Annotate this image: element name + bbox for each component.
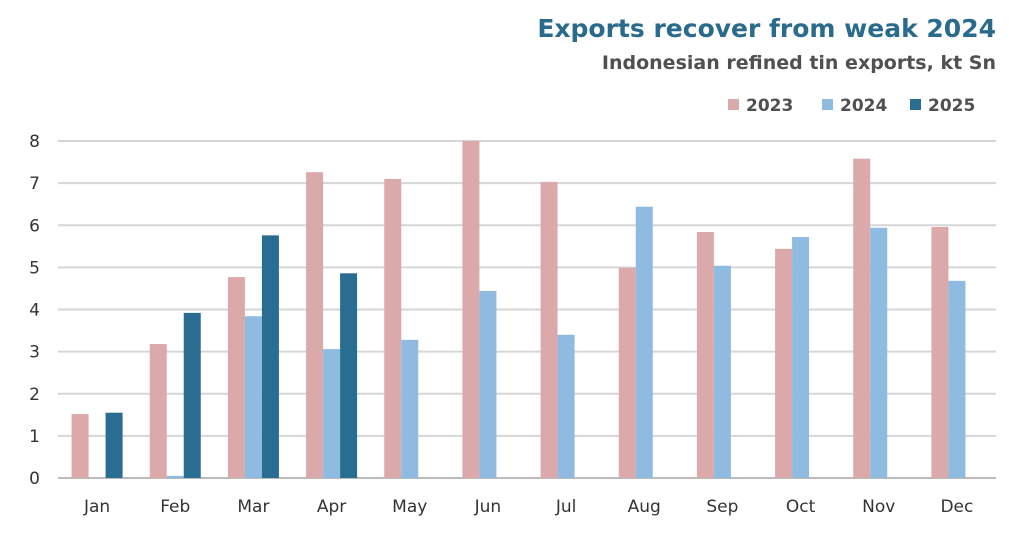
x-tick-label: Jan [83, 497, 110, 517]
legend-label-2025: 2025 [928, 96, 975, 116]
bar-2024-Mar [244, 316, 262, 478]
x-tick-label: Mar [237, 497, 269, 517]
bar-2024-Jun [479, 290, 497, 478]
bar-2024-Dec [948, 280, 966, 478]
bar-2023-Oct [775, 248, 793, 478]
x-tick-label: Apr [317, 497, 346, 517]
bar-2025-Feb [183, 312, 201, 478]
y-tick-label: 7 [29, 174, 40, 194]
bar-2023-Aug [618, 267, 636, 478]
bar-2023-Jun [462, 141, 480, 478]
legend-label-2023: 2023 [746, 96, 793, 116]
bar-2024-Nov [870, 227, 888, 478]
bar-2023-Jul [540, 181, 558, 478]
bar-2023-Dec [931, 226, 949, 478]
chart-title: Exports recover from weak 2024 [537, 14, 996, 43]
x-tick-label: Feb [160, 497, 190, 517]
legend-label-2024: 2024 [840, 96, 887, 116]
y-tick-label: 5 [29, 258, 40, 278]
bar-2023-Jan [71, 413, 89, 478]
bar-2024-Jul [557, 334, 575, 478]
y-tick-label: 0 [29, 469, 40, 489]
x-tick-label: May [392, 497, 427, 517]
bar-2024-Sep [713, 265, 731, 478]
bar-2025-Jan [105, 412, 123, 478]
y-tick-label: 2 [29, 385, 40, 405]
x-tick-label: Dec [940, 497, 973, 517]
legend-swatch-2023 [728, 99, 739, 110]
bar-2024-Apr [323, 349, 341, 478]
legend-swatch-2025 [910, 99, 921, 110]
bar-2023-Sep [696, 231, 714, 478]
legend-swatch-2024 [822, 99, 833, 110]
x-tick-label: Sep [706, 497, 738, 517]
bar-2024-Feb [166, 475, 184, 478]
bar-2025-Apr [340, 273, 358, 478]
y-tick-label: 4 [29, 301, 40, 321]
bar-2023-Apr [306, 172, 324, 479]
x-tick-label: Aug [628, 497, 661, 517]
bar-2023-Nov [853, 158, 871, 478]
y-tick-label: 8 [29, 132, 40, 152]
x-tick-label: Oct [786, 497, 816, 517]
bar-2024-Oct [792, 237, 810, 478]
x-tick-label: Jun [474, 497, 502, 517]
bar-2024-May [401, 339, 419, 478]
x-tick-label: Nov [862, 497, 895, 517]
bar-2024-Aug [635, 206, 653, 478]
chart-subtitle: Indonesian refined tin exports, kt Sn [601, 52, 996, 74]
y-tick-label: 3 [29, 343, 40, 363]
bar-2023-Feb [149, 344, 167, 478]
bar-2023-Mar [227, 277, 245, 478]
bar-2025-Mar [261, 235, 279, 478]
bar-2023-May [384, 178, 402, 478]
y-tick-label: 6 [29, 216, 40, 236]
y-tick-label: 1 [29, 427, 40, 447]
x-tick-label: Jul [555, 497, 577, 517]
